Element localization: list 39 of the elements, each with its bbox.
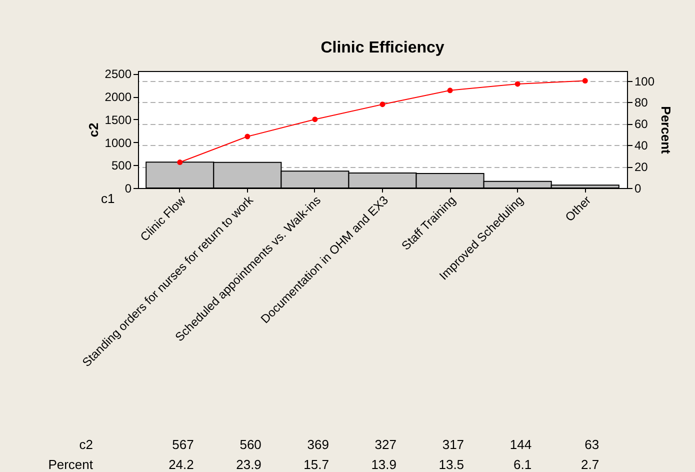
y2-tick-label: 80 [634, 96, 648, 110]
y2-tick-label: 60 [634, 117, 648, 132]
text: Percent [48, 457, 94, 472]
point [177, 160, 183, 165]
y2-tick-label: 0 [634, 182, 642, 196]
data-label: 327 [374, 437, 396, 452]
data-label: 567 [172, 437, 194, 452]
x-axis-title: c1 [101, 191, 115, 206]
text: 24.2 [168, 457, 194, 472]
text: 13.5 [438, 457, 464, 472]
text: 13.9 [371, 457, 396, 472]
y-tick-label: 2000 [104, 90, 132, 104]
text: 2.7 [581, 457, 600, 472]
point [582, 78, 588, 84]
y-tick-label: 1000 [104, 136, 132, 150]
point [244, 134, 250, 140]
y-tick-label: 2500 [104, 67, 132, 82]
y2-axis-title: Percent [658, 106, 674, 155]
text: 15.7 [304, 457, 329, 472]
text: 6.1 [514, 457, 532, 472]
point [380, 102, 386, 108]
y2-tick-label: 40 [634, 138, 648, 153]
chart-title: Clinic Efficiency [320, 40, 444, 57]
y2-tick-label: 20 [634, 160, 648, 174]
point [514, 81, 520, 87]
data-label: 369 [307, 437, 329, 452]
point [447, 88, 453, 94]
data-label: 63 [584, 437, 600, 452]
text: 23.9 [236, 457, 262, 472]
y-tick-label: 0 [124, 182, 132, 196]
y-tick-label: 500 [111, 158, 132, 173]
data-label: 560 [240, 437, 262, 452]
data-label: 317 [442, 437, 464, 452]
y2-tick-label: 100 [634, 74, 655, 88]
text: c2 [79, 437, 93, 452]
y-axis-title: c2 [86, 122, 101, 138]
data-label: 144 [510, 437, 532, 452]
point [312, 116, 318, 122]
y-tick-label: 1500 [104, 112, 132, 127]
